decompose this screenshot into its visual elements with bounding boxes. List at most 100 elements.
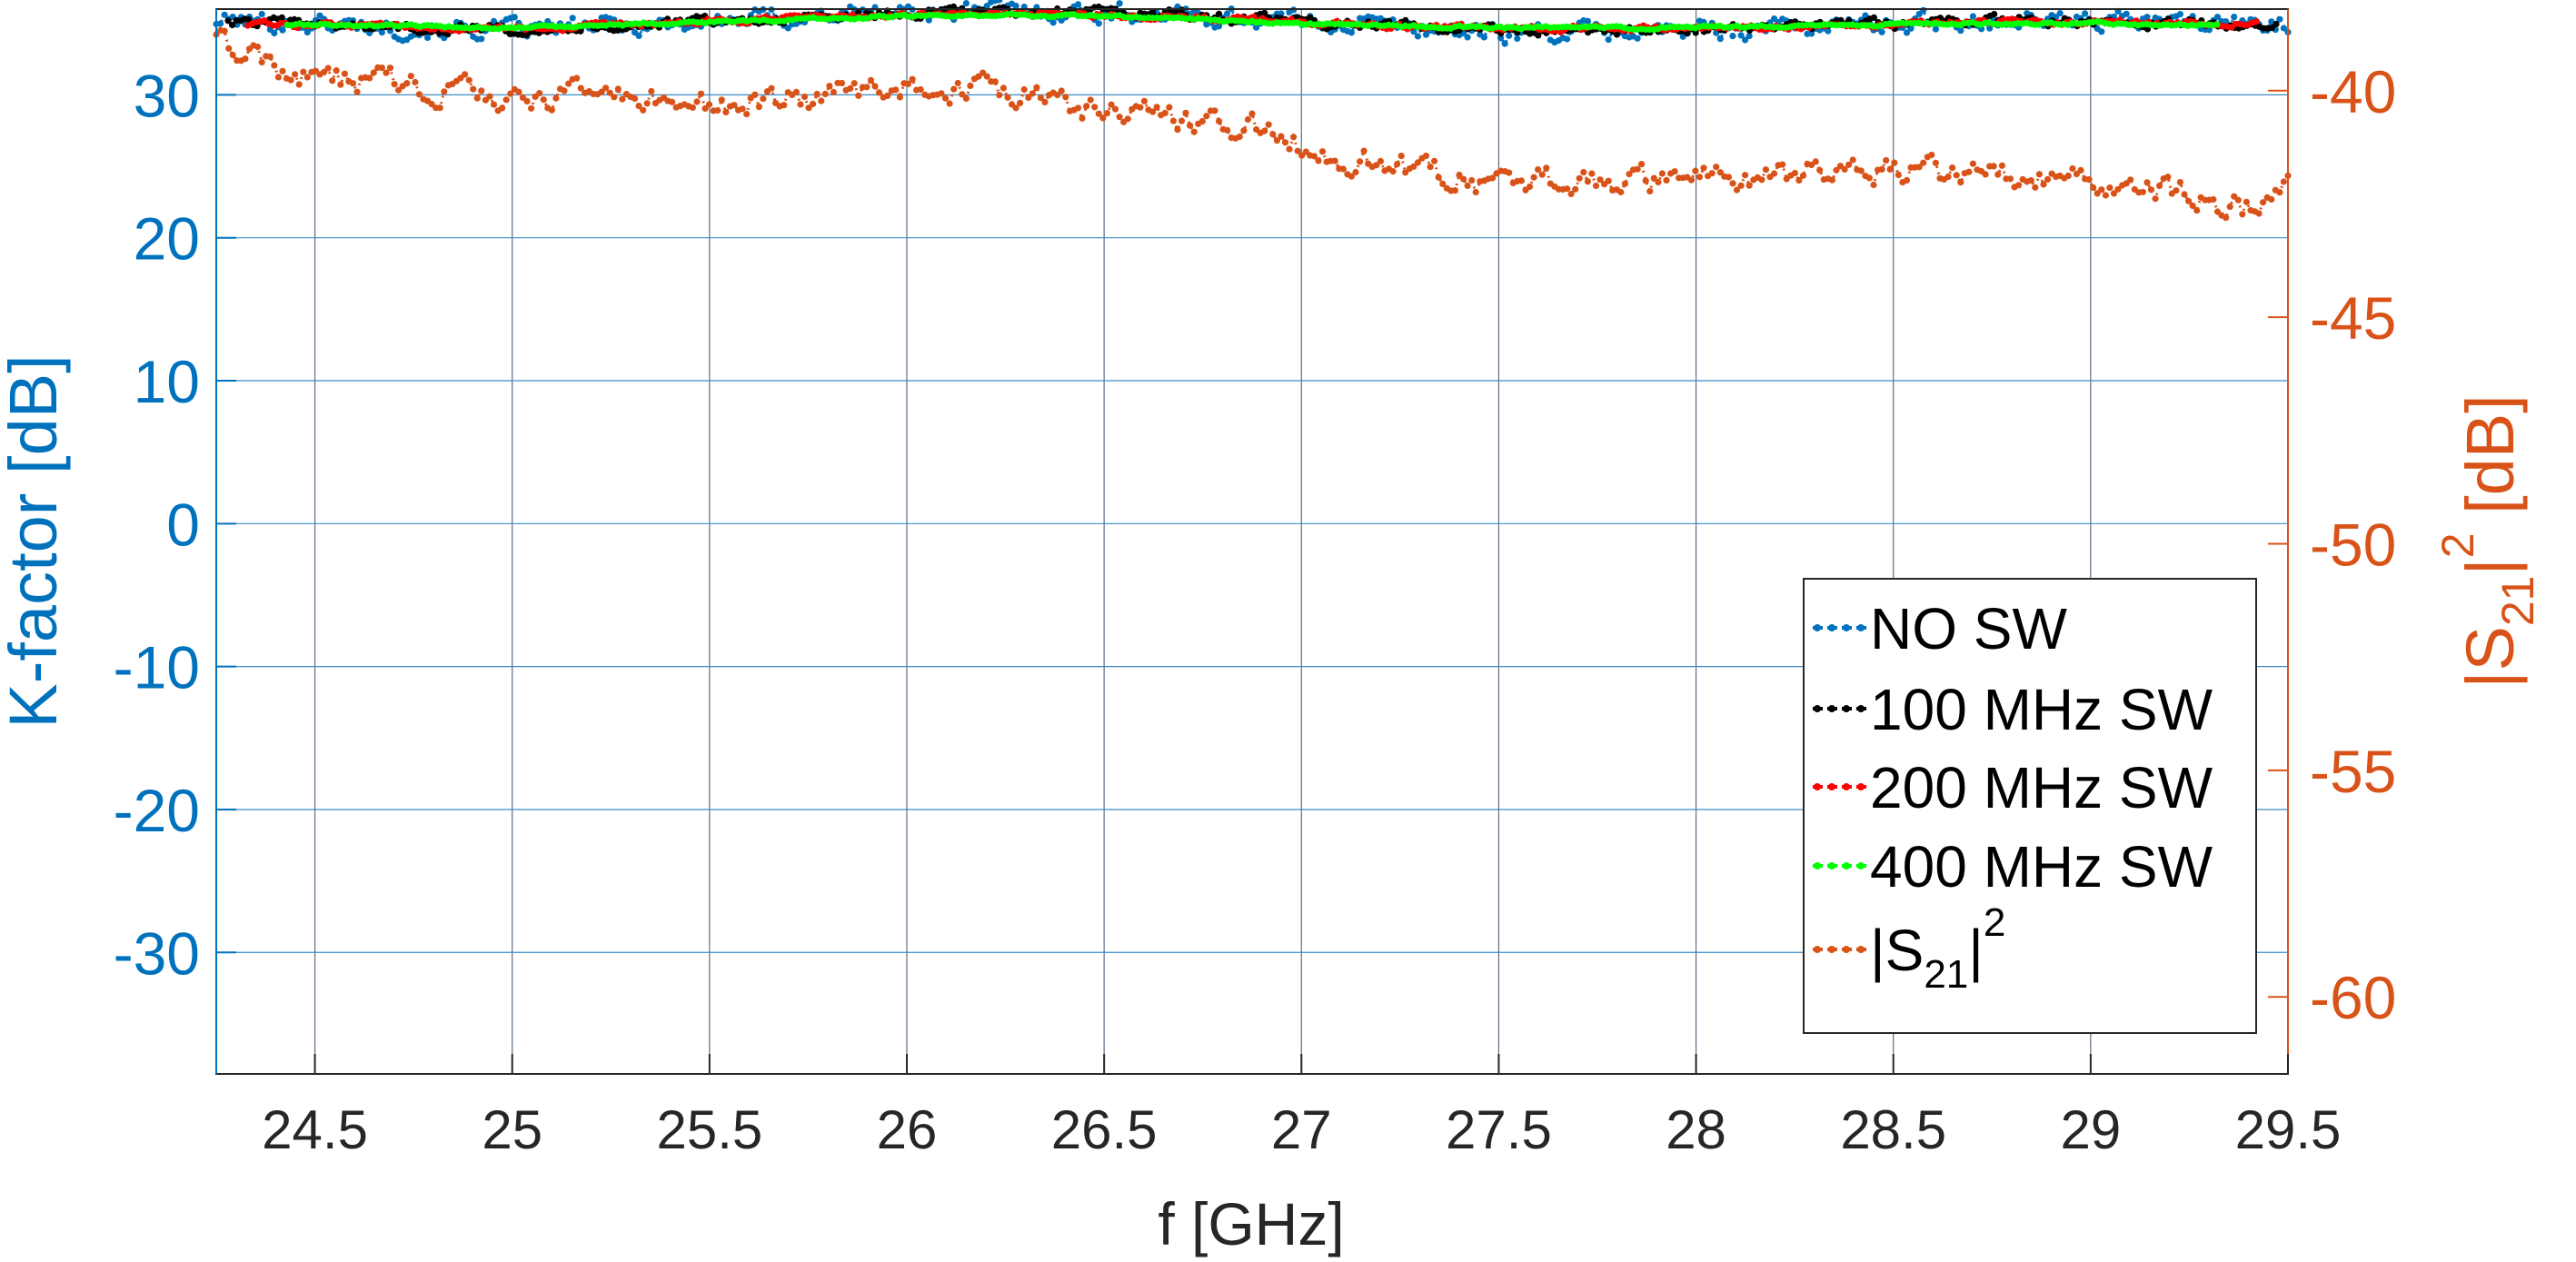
data-point	[1920, 6, 1927, 14]
data-point	[1394, 161, 1401, 168]
data-point	[378, 28, 385, 36]
data-point	[839, 79, 846, 87]
data-point	[1215, 117, 1223, 124]
data-point	[1402, 16, 1409, 24]
data-point	[1025, 94, 1032, 101]
data-point	[1646, 187, 1654, 195]
data-point	[258, 10, 265, 18]
data-point	[1746, 182, 1753, 189]
data-point	[1294, 147, 1301, 154]
data-point	[1799, 172, 1807, 179]
data-point	[1613, 31, 1621, 38]
data-point	[1414, 159, 1421, 166]
data-point	[2114, 185, 2122, 193]
data-point	[826, 83, 833, 90]
data-point	[1564, 35, 1571, 43]
data-point	[274, 74, 282, 81]
data-point	[2032, 184, 2039, 191]
data-point	[1402, 169, 1409, 176]
data-point	[1290, 134, 1298, 141]
data-point	[1865, 174, 1873, 182]
data-point	[1240, 127, 1248, 134]
data-point	[983, 3, 990, 10]
data-point	[1538, 171, 1546, 178]
data-point	[1729, 33, 1736, 40]
legend-marker	[1814, 705, 1821, 712]
data-point	[2276, 189, 2283, 196]
data-point	[1273, 137, 1280, 144]
data-point	[1949, 164, 1956, 172]
data-point	[229, 21, 236, 29]
data-point	[470, 85, 477, 93]
legend-marker	[1814, 624, 1821, 631]
x-tick-label: 24.5	[262, 1099, 368, 1160]
data-point	[991, 78, 999, 85]
data-point	[1298, 152, 1306, 159]
left-tick-label: -20	[114, 777, 200, 844]
data-point	[635, 32, 642, 40]
legend-marker	[1828, 624, 1835, 631]
data-point	[1841, 165, 1848, 174]
legend-item: 400 MHz SW	[1813, 834, 2213, 899]
data-point	[1501, 40, 1508, 47]
data-point	[1543, 164, 1550, 172]
data-point	[1397, 153, 1405, 160]
data-point	[552, 94, 560, 102]
data-point	[333, 67, 340, 75]
data-point	[2156, 182, 2163, 189]
data-point	[1029, 90, 1036, 97]
data-point	[718, 96, 725, 104]
data-point	[2268, 25, 2275, 32]
data-point	[1878, 28, 1885, 35]
data-point	[279, 67, 286, 75]
data-point	[1634, 35, 1641, 42]
data-point	[224, 17, 232, 25]
legend-label: 200 MHz SW	[1870, 755, 2213, 820]
left-axis-label: K-factor [dB]	[0, 354, 71, 728]
data-point	[1166, 104, 1173, 111]
data-point	[2231, 14, 2238, 21]
right-tick-label: -45	[2310, 284, 2396, 352]
data-point	[1079, 114, 1086, 122]
data-point	[619, 95, 626, 103]
x-tick-label: 29	[2060, 1099, 2121, 1160]
data-point	[2143, 14, 2151, 21]
data-point	[1310, 153, 1318, 160]
legend-marker	[1814, 862, 1821, 869]
data-point	[1116, 114, 1123, 121]
series-layer	[213, 0, 2292, 222]
data-point	[1236, 133, 1243, 141]
data-point	[577, 84, 584, 92]
data-point	[1224, 10, 1231, 17]
x-tick-label: 26.5	[1051, 1099, 1158, 1160]
legend-marker	[1814, 946, 1821, 953]
data-point	[1991, 10, 1998, 18]
data-point	[751, 91, 759, 98]
data-point	[1460, 175, 1467, 183]
legend-marker	[1843, 705, 1850, 712]
data-point	[573, 75, 581, 82]
data-point	[1576, 174, 1583, 182]
data-point	[1655, 178, 1662, 186]
data-point	[2226, 203, 2233, 210]
data-point	[1178, 117, 1186, 124]
data-point	[1103, 110, 1110, 117]
data-point	[2273, 20, 2280, 28]
data-point	[2127, 176, 2134, 184]
data-point	[300, 68, 307, 75]
data-point	[983, 73, 990, 80]
data-point	[511, 14, 518, 21]
data-point	[797, 101, 804, 108]
data-point	[1012, 104, 1019, 112]
data-point	[954, 79, 961, 87]
data-point	[415, 91, 423, 98]
left-tick-label: 0	[166, 491, 200, 558]
data-point	[1605, 36, 1612, 44]
data-point	[391, 81, 398, 88]
data-point	[743, 111, 751, 118]
data-point	[1567, 190, 1575, 198]
data-point	[1634, 165, 1641, 173]
data-point	[561, 87, 568, 94]
data-point	[871, 83, 879, 90]
data-point	[632, 94, 639, 103]
